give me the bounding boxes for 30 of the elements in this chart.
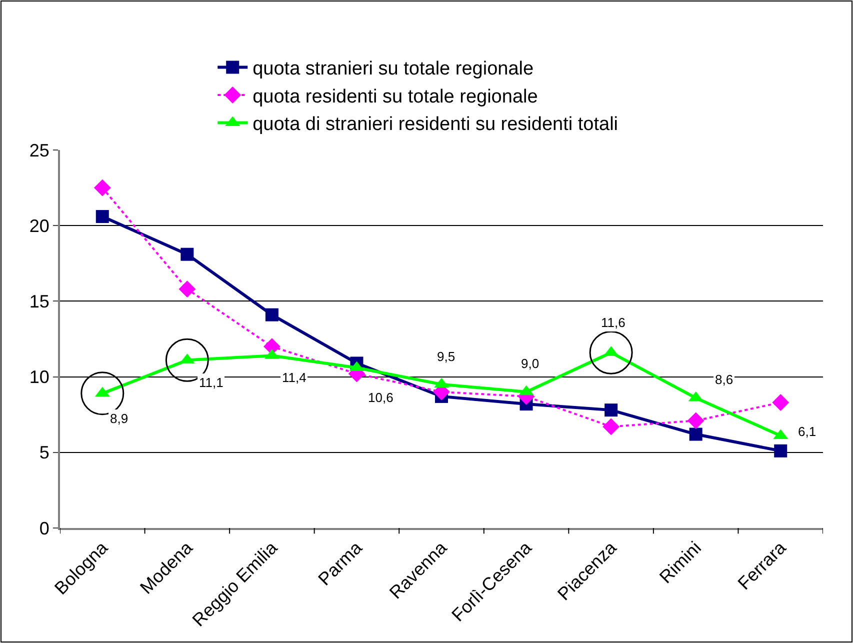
legend-label: quota di stranieri residenti su residenti totali [252,114,618,136]
legend-label: quota residenti su totale regionale [252,86,538,108]
point [772,394,790,411]
point [689,428,702,441]
point [687,412,704,430]
data-label: 11,1 [199,375,224,390]
point [602,418,620,436]
data-label: 6,1 [798,424,816,439]
y-tick-label: 5 [39,442,50,463]
data-label: 10,6 [368,390,394,405]
point [604,404,618,417]
y-tick-label: 25 [29,140,50,160]
data-label: 11,4 [282,370,306,385]
point [265,308,278,322]
y-tick-label: 20 [29,216,50,236]
data-label: 11,6 [601,315,626,330]
legend-label: quota stranieri su totale regionale [252,58,534,80]
point [180,248,194,261]
point [80,372,124,416]
point [94,179,111,196]
point [774,444,788,458]
y-tick-label: 0 [39,518,50,538]
y-tick-label: 10 [29,367,50,388]
data-label: 8,6 [715,372,734,387]
data-label: 9,5 [437,349,456,364]
data-label: 9,0 [521,356,540,371]
y-tick-label: 15 [29,292,50,312]
point [96,210,109,224]
point [178,280,196,298]
data-label: 8,9 [110,411,128,426]
